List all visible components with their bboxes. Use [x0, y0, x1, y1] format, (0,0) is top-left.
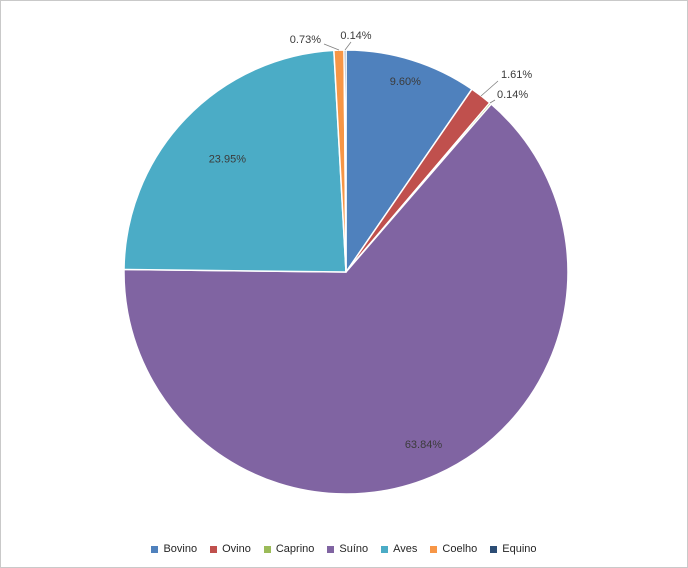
chart-legend: Bovino Ovino Caprino Suíno Aves Coelho Equino	[1, 543, 687, 555]
legend-item-bovino[interactable]: Bovino	[151, 543, 197, 555]
legend-swatch-aves	[381, 545, 389, 553]
data-label-aves: 23.95%	[209, 153, 247, 165]
pie-slice-bovino[interactable]	[345, 49, 473, 273]
data-label-bovino: 9.60%	[390, 76, 421, 88]
legend-label-aves: Aves	[393, 543, 418, 555]
legend-swatch-suino	[327, 545, 335, 553]
legend-item-aves[interactable]: Aves	[381, 543, 417, 555]
legend-item-caprino[interactable]: Caprino	[263, 543, 315, 555]
legend-label-bovino: Bovino	[163, 543, 198, 555]
leader-line-equino	[344, 41, 352, 51]
legend-swatch-caprino	[263, 545, 271, 553]
pie-slice-aves[interactable]	[123, 49, 347, 273]
legend-label-equino: Equino	[502, 543, 537, 555]
data-label-coelho: 0.73%	[290, 34, 321, 46]
legend-swatch-bovino	[151, 545, 159, 553]
data-label-caprino: 0.14%	[497, 89, 528, 101]
legend-item-suino[interactable]: Suíno	[327, 543, 368, 555]
legend-label-suino: Suíno	[339, 543, 369, 555]
legend-swatch-coelho	[430, 545, 438, 553]
pie-slice-suino[interactable]	[123, 103, 569, 495]
data-label-ovino: 1.61%	[501, 69, 532, 81]
legend-swatch-ovino	[210, 545, 218, 553]
legend-item-equino[interactable]: Equino	[490, 543, 537, 555]
leader-line-coelho	[323, 43, 340, 51]
leader-line-caprino	[489, 99, 496, 104]
legend-swatch-equino	[490, 545, 498, 553]
data-label-equino: 0.14%	[340, 30, 371, 42]
legend-label-coelho: Coelho	[442, 543, 478, 555]
leader-line-ovino	[480, 80, 499, 97]
legend-label-caprino: Caprino	[275, 543, 315, 555]
legend-item-coelho[interactable]: Coelho	[430, 543, 477, 555]
data-label-suino: 63.84%	[405, 439, 443, 451]
legend-label-ovino: Ovino	[222, 543, 251, 555]
legend-item-ovino[interactable]: Ovino	[210, 543, 251, 555]
